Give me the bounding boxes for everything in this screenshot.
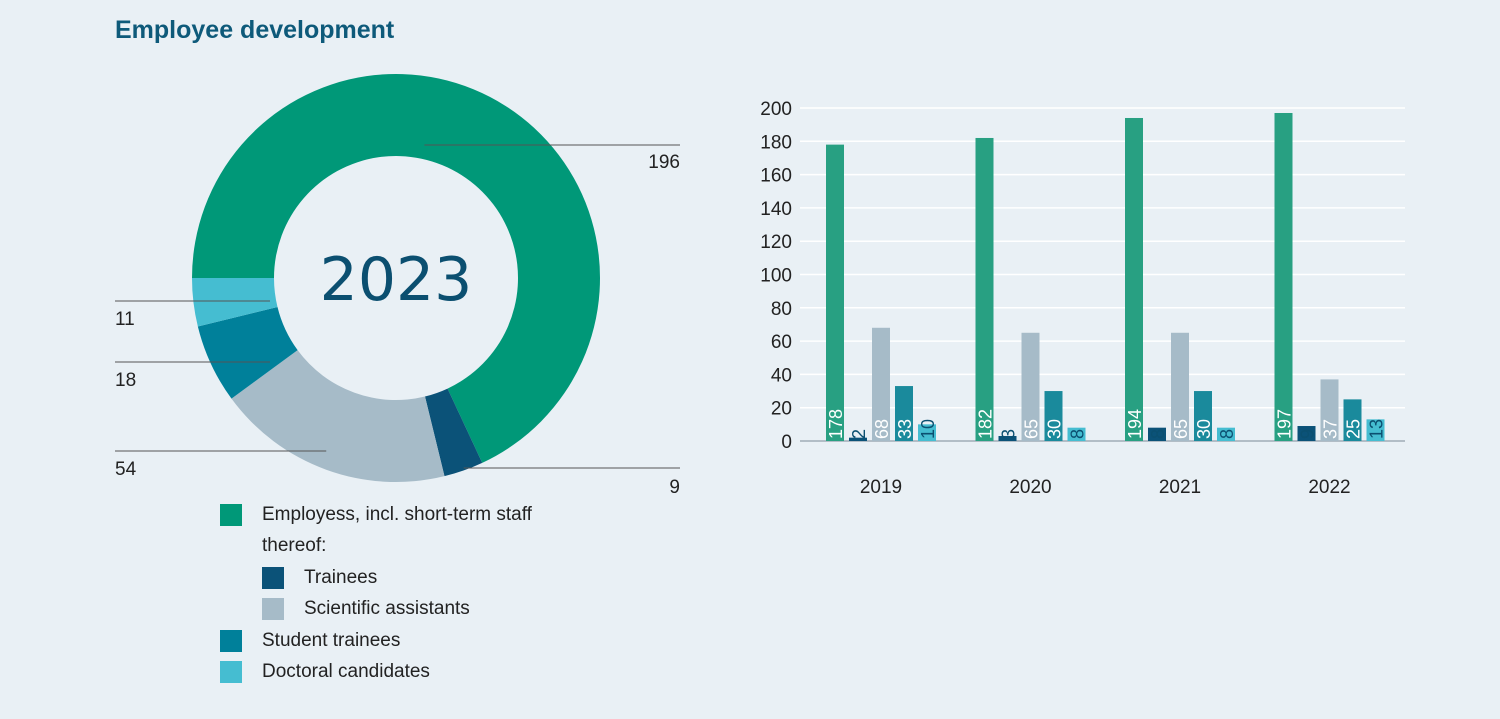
legend-label-thereof: thereof: xyxy=(262,535,327,556)
legend-item-employees: Employess, incl. short-term staff xyxy=(220,504,532,526)
legend-label-doctoral: Doctoral candidates xyxy=(262,661,430,682)
bar-value-label: 178 xyxy=(826,409,846,439)
bar-doctoral-2019 xyxy=(918,424,936,441)
bar-scientific-2022 xyxy=(1320,379,1339,441)
bar-value-label: 9 xyxy=(1298,429,1318,439)
donut-value-label-trainees: 9 xyxy=(669,477,680,498)
y-tick-label: 160 xyxy=(760,166,792,187)
bar-doctoral-2020 xyxy=(1067,427,1086,441)
bar-trainees-2019 xyxy=(849,437,867,441)
bar-value-label: 30 xyxy=(1194,419,1214,439)
bar-student-2019 xyxy=(895,386,913,441)
y-tick-label: 180 xyxy=(760,132,792,153)
bar-employees-2020 xyxy=(975,137,994,441)
bar-doctoral-2022 xyxy=(1366,419,1385,441)
donut-value-label-student: 18 xyxy=(115,370,136,391)
donut-segment-trainees xyxy=(424,388,483,477)
legend-label-trainees: Trainees xyxy=(304,567,378,588)
donut-segment-employees xyxy=(192,74,600,463)
bar-value-label: 30 xyxy=(1045,419,1065,439)
y-tick-label: 20 xyxy=(771,399,792,420)
y-tick-label: 0 xyxy=(781,432,792,453)
legend-swatch-student xyxy=(220,630,242,652)
bar-employees-2019 xyxy=(826,144,844,441)
legend-item-scientific: Scientific assistants xyxy=(262,598,470,620)
donut-center-label: 2023 xyxy=(320,245,473,315)
x-category-label: 2022 xyxy=(1308,477,1350,498)
bar-value-label: 25 xyxy=(1344,419,1364,439)
legend-label-employees: Employess, incl. short-term staff xyxy=(262,504,532,525)
bar-student-2020 xyxy=(1044,391,1063,441)
donut-value-label-employees: 196 xyxy=(648,152,680,173)
bar-employees-2022 xyxy=(1274,112,1293,441)
bar-employees-2021 xyxy=(1125,117,1143,442)
bar-student-2021 xyxy=(1194,391,1212,441)
legend-swatch-doctoral xyxy=(220,661,242,683)
x-category-label: 2019 xyxy=(860,477,902,498)
legend-label-student: Student trainees xyxy=(262,630,401,651)
legend-label-scientific: Scientific assistants xyxy=(304,598,470,619)
bar-student-2022 xyxy=(1343,399,1362,441)
donut-segment-doctoral xyxy=(192,278,278,327)
y-tick-label: 140 xyxy=(760,199,792,220)
bar-value-label: 8 xyxy=(1148,429,1168,439)
donut-segment-scientific xyxy=(231,350,445,482)
y-tick-label: 80 xyxy=(771,299,792,320)
bar-value-label: 2 xyxy=(849,429,869,439)
x-category-label: 2021 xyxy=(1159,477,1201,498)
bar-trainees-2021 xyxy=(1148,427,1166,441)
bar-value-label: 13 xyxy=(1367,419,1387,439)
chart-title: Employee development xyxy=(115,16,395,44)
x-category-label: 2020 xyxy=(1009,477,1051,498)
bar-value-label: 37 xyxy=(1321,419,1341,439)
bar-scientific-2020 xyxy=(1021,332,1040,441)
y-tick-label: 120 xyxy=(760,232,792,253)
bar-value-label: 68 xyxy=(872,419,892,439)
donut-value-label-doctoral: 11 xyxy=(115,309,135,330)
bar-value-label: 33 xyxy=(895,419,915,439)
legend-swatch-scientific xyxy=(262,598,284,620)
bar-scientific-2021 xyxy=(1171,332,1189,441)
legend-item-student: Student trainees xyxy=(220,630,400,652)
bar-value-label: 8 xyxy=(1217,429,1237,439)
bar-chart: 0 20 40 60 80 100 120 140 160 180 200 178 2 68 33 10 201… xyxy=(760,99,1405,498)
bar-trainees-2022 xyxy=(1297,426,1316,441)
bar-doctoral-2021 xyxy=(1217,427,1235,441)
legend-item-doctoral: Doctoral candidates xyxy=(220,661,430,683)
donut-chart: 2023 196 9 54 18 11 xyxy=(115,74,680,498)
bar-trainees-2020 xyxy=(998,436,1017,441)
bar-value-label: 10 xyxy=(918,419,938,439)
donut-value-label-scientific: 54 xyxy=(115,459,137,480)
legend-swatch-employees xyxy=(220,504,242,526)
bar-value-label: 65 xyxy=(1022,419,1042,439)
y-tick-label: 100 xyxy=(760,266,792,287)
bar-value-label: 197 xyxy=(1275,409,1295,439)
donut-segment-student xyxy=(197,306,298,399)
legend-item-trainees: Trainees xyxy=(262,567,377,589)
bar-value-label: 3 xyxy=(999,429,1019,439)
bar-value-label: 194 xyxy=(1125,409,1145,439)
y-tick-label: 60 xyxy=(771,332,792,353)
y-tick-label: 40 xyxy=(771,365,792,386)
bar-scientific-2019 xyxy=(872,327,890,441)
bar-value-label: 182 xyxy=(976,409,996,439)
bar-value-label: 8 xyxy=(1068,429,1088,439)
legend-thereof: thereof: xyxy=(262,535,326,557)
legend-swatch-trainees xyxy=(262,567,284,589)
bar-value-label: 65 xyxy=(1171,419,1191,439)
y-tick-label: 200 xyxy=(760,99,792,120)
